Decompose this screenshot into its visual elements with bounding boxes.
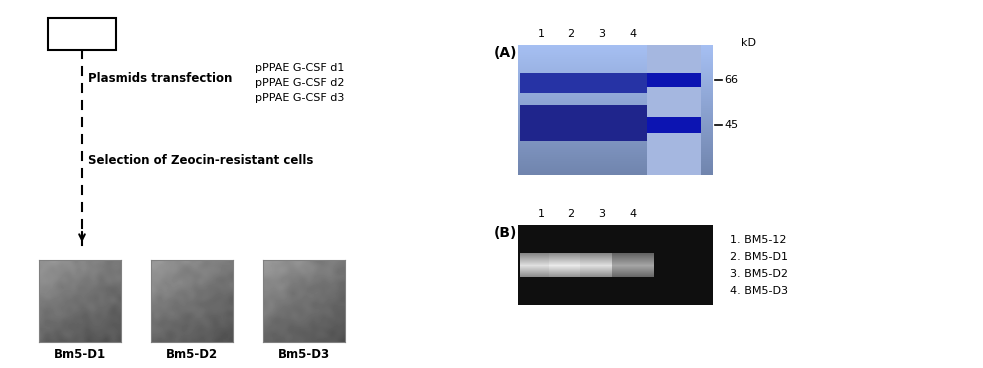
Text: 1. BM5-12: 1. BM5-12 bbox=[730, 235, 786, 245]
Text: 45: 45 bbox=[724, 120, 738, 130]
Text: 1: 1 bbox=[538, 209, 545, 219]
Bar bbox=[48, 18, 116, 50]
Text: (B): (B) bbox=[494, 226, 517, 240]
Text: 4. BM5-D3: 4. BM5-D3 bbox=[730, 286, 788, 296]
Text: pPPAE G-CSF d3: pPPAE G-CSF d3 bbox=[255, 93, 344, 103]
Text: 3. BM5-D2: 3. BM5-D2 bbox=[730, 269, 788, 279]
Text: 2. BM5-D1: 2. BM5-D1 bbox=[730, 252, 788, 262]
Text: Selection of Zeocin-resistant cells: Selection of Zeocin-resistant cells bbox=[88, 153, 314, 166]
Text: Plasmids transfection: Plasmids transfection bbox=[88, 71, 232, 85]
Text: (A): (A) bbox=[494, 46, 517, 60]
Text: pPPAE G-CSF d2: pPPAE G-CSF d2 bbox=[255, 78, 344, 88]
Text: 4: 4 bbox=[629, 29, 637, 39]
Text: Bm5-D1: Bm5-D1 bbox=[54, 347, 106, 361]
Text: kD: kD bbox=[740, 38, 756, 48]
Text: 66: 66 bbox=[724, 75, 738, 85]
Text: 2: 2 bbox=[567, 209, 574, 219]
Text: 3: 3 bbox=[599, 209, 606, 219]
Text: 3: 3 bbox=[599, 29, 606, 39]
Text: pPPAE G-CSF d1: pPPAE G-CSF d1 bbox=[255, 63, 344, 73]
Text: Bm5-D3: Bm5-D3 bbox=[278, 347, 330, 361]
Text: Bm5-D2: Bm5-D2 bbox=[166, 347, 218, 361]
Text: 1: 1 bbox=[538, 29, 545, 39]
Text: 2: 2 bbox=[567, 29, 574, 39]
Text: Bm5: Bm5 bbox=[61, 25, 103, 43]
Text: 4: 4 bbox=[629, 209, 637, 219]
